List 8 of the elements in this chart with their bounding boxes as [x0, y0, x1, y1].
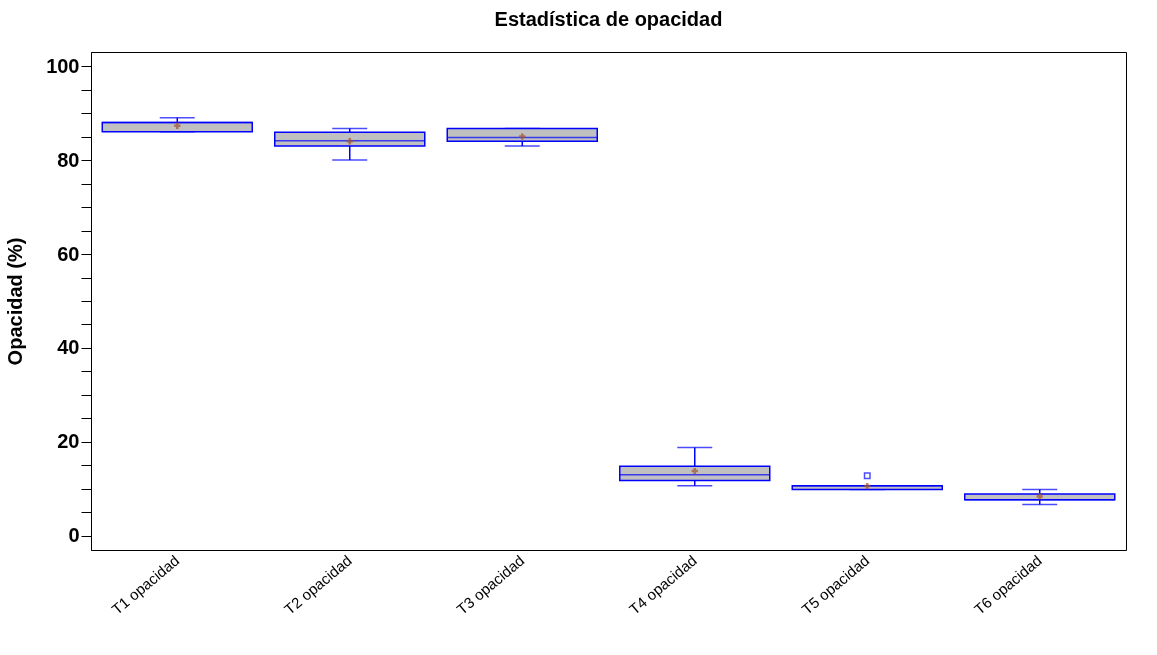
chart-title: Estadística de opacidad: [494, 8, 723, 30]
y-tick-label: 0: [68, 524, 80, 547]
y-tick-label: 20: [57, 430, 80, 453]
y-tick-label: 80: [57, 148, 80, 171]
y-tick-label: 40: [57, 336, 80, 359]
y-axis-title: Opacidad (%): [4, 237, 27, 366]
y-tick-label: 100: [46, 54, 80, 77]
y-tick-label: 60: [57, 242, 80, 265]
